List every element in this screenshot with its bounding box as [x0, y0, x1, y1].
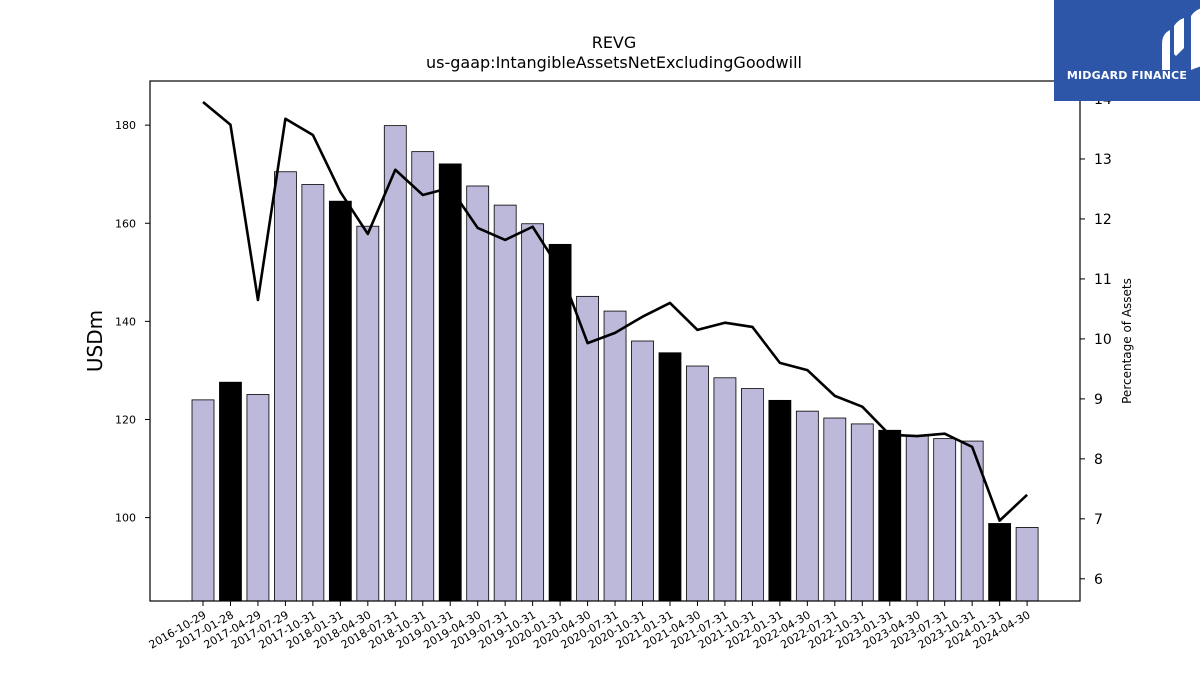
left-axis: 100 120 140 160 180	[115, 119, 150, 525]
y2-axis-label: Percentage of Assets	[1120, 278, 1134, 404]
bar	[548, 243, 572, 602]
y-tick-label: 140	[115, 315, 136, 328]
y-tick-label: 180	[115, 119, 136, 132]
bar	[274, 171, 297, 602]
bar	[905, 435, 929, 602]
y2-tick-label: 12	[1094, 212, 1112, 228]
y-tick-label: 120	[115, 413, 136, 426]
x-axis: 2016-10-292017-01-282017-04-292017-07-29…	[147, 601, 1033, 652]
bar	[933, 438, 957, 602]
bars	[191, 125, 1039, 602]
right-axis: 67891011121314	[1080, 92, 1112, 588]
bar	[686, 365, 709, 602]
y-tick-label: 100	[115, 512, 136, 525]
logo-text: MIDGARD FINANCE	[1066, 69, 1188, 82]
chart-title: REVG	[592, 33, 637, 52]
bar	[356, 225, 380, 602]
y2-tick-label: 7	[1094, 512, 1103, 528]
percentage-line	[202, 100, 1028, 522]
bar	[521, 223, 545, 602]
bar	[383, 125, 407, 602]
y-axis-label: USDm	[83, 310, 107, 372]
bar	[878, 429, 902, 602]
y2-tick-label: 10	[1094, 332, 1112, 348]
bar	[466, 185, 490, 602]
bar	[823, 417, 847, 602]
bar	[219, 381, 242, 602]
chart-subtitle: us-gaap:IntangibleAssetsNetExcludingGood…	[426, 53, 802, 72]
bar	[988, 523, 1012, 602]
bar	[741, 388, 764, 602]
bar	[493, 204, 517, 602]
y2-tick-label: 11	[1094, 272, 1112, 288]
bar	[658, 352, 682, 602]
bar	[328, 200, 352, 602]
bar	[713, 377, 737, 602]
y2-tick-label: 6	[1094, 572, 1103, 588]
bar	[438, 163, 462, 602]
bar	[301, 184, 325, 602]
y2-tick-label: 9	[1094, 392, 1103, 408]
bar	[631, 340, 654, 602]
logo-mark-icon	[1162, 8, 1200, 70]
bar	[768, 399, 792, 602]
bar	[191, 399, 215, 602]
y2-tick-label: 13	[1094, 152, 1112, 168]
y-tick-label: 160	[115, 217, 136, 230]
bar	[246, 394, 270, 602]
y2-tick-label: 8	[1094, 452, 1103, 468]
bar	[1015, 527, 1039, 602]
bar	[850, 423, 874, 602]
bar	[603, 310, 627, 602]
bar	[795, 410, 819, 602]
percentage-line-layer	[202, 100, 1028, 522]
bar	[411, 151, 435, 602]
logo: MIDGARD FINANCE	[1054, 0, 1200, 101]
